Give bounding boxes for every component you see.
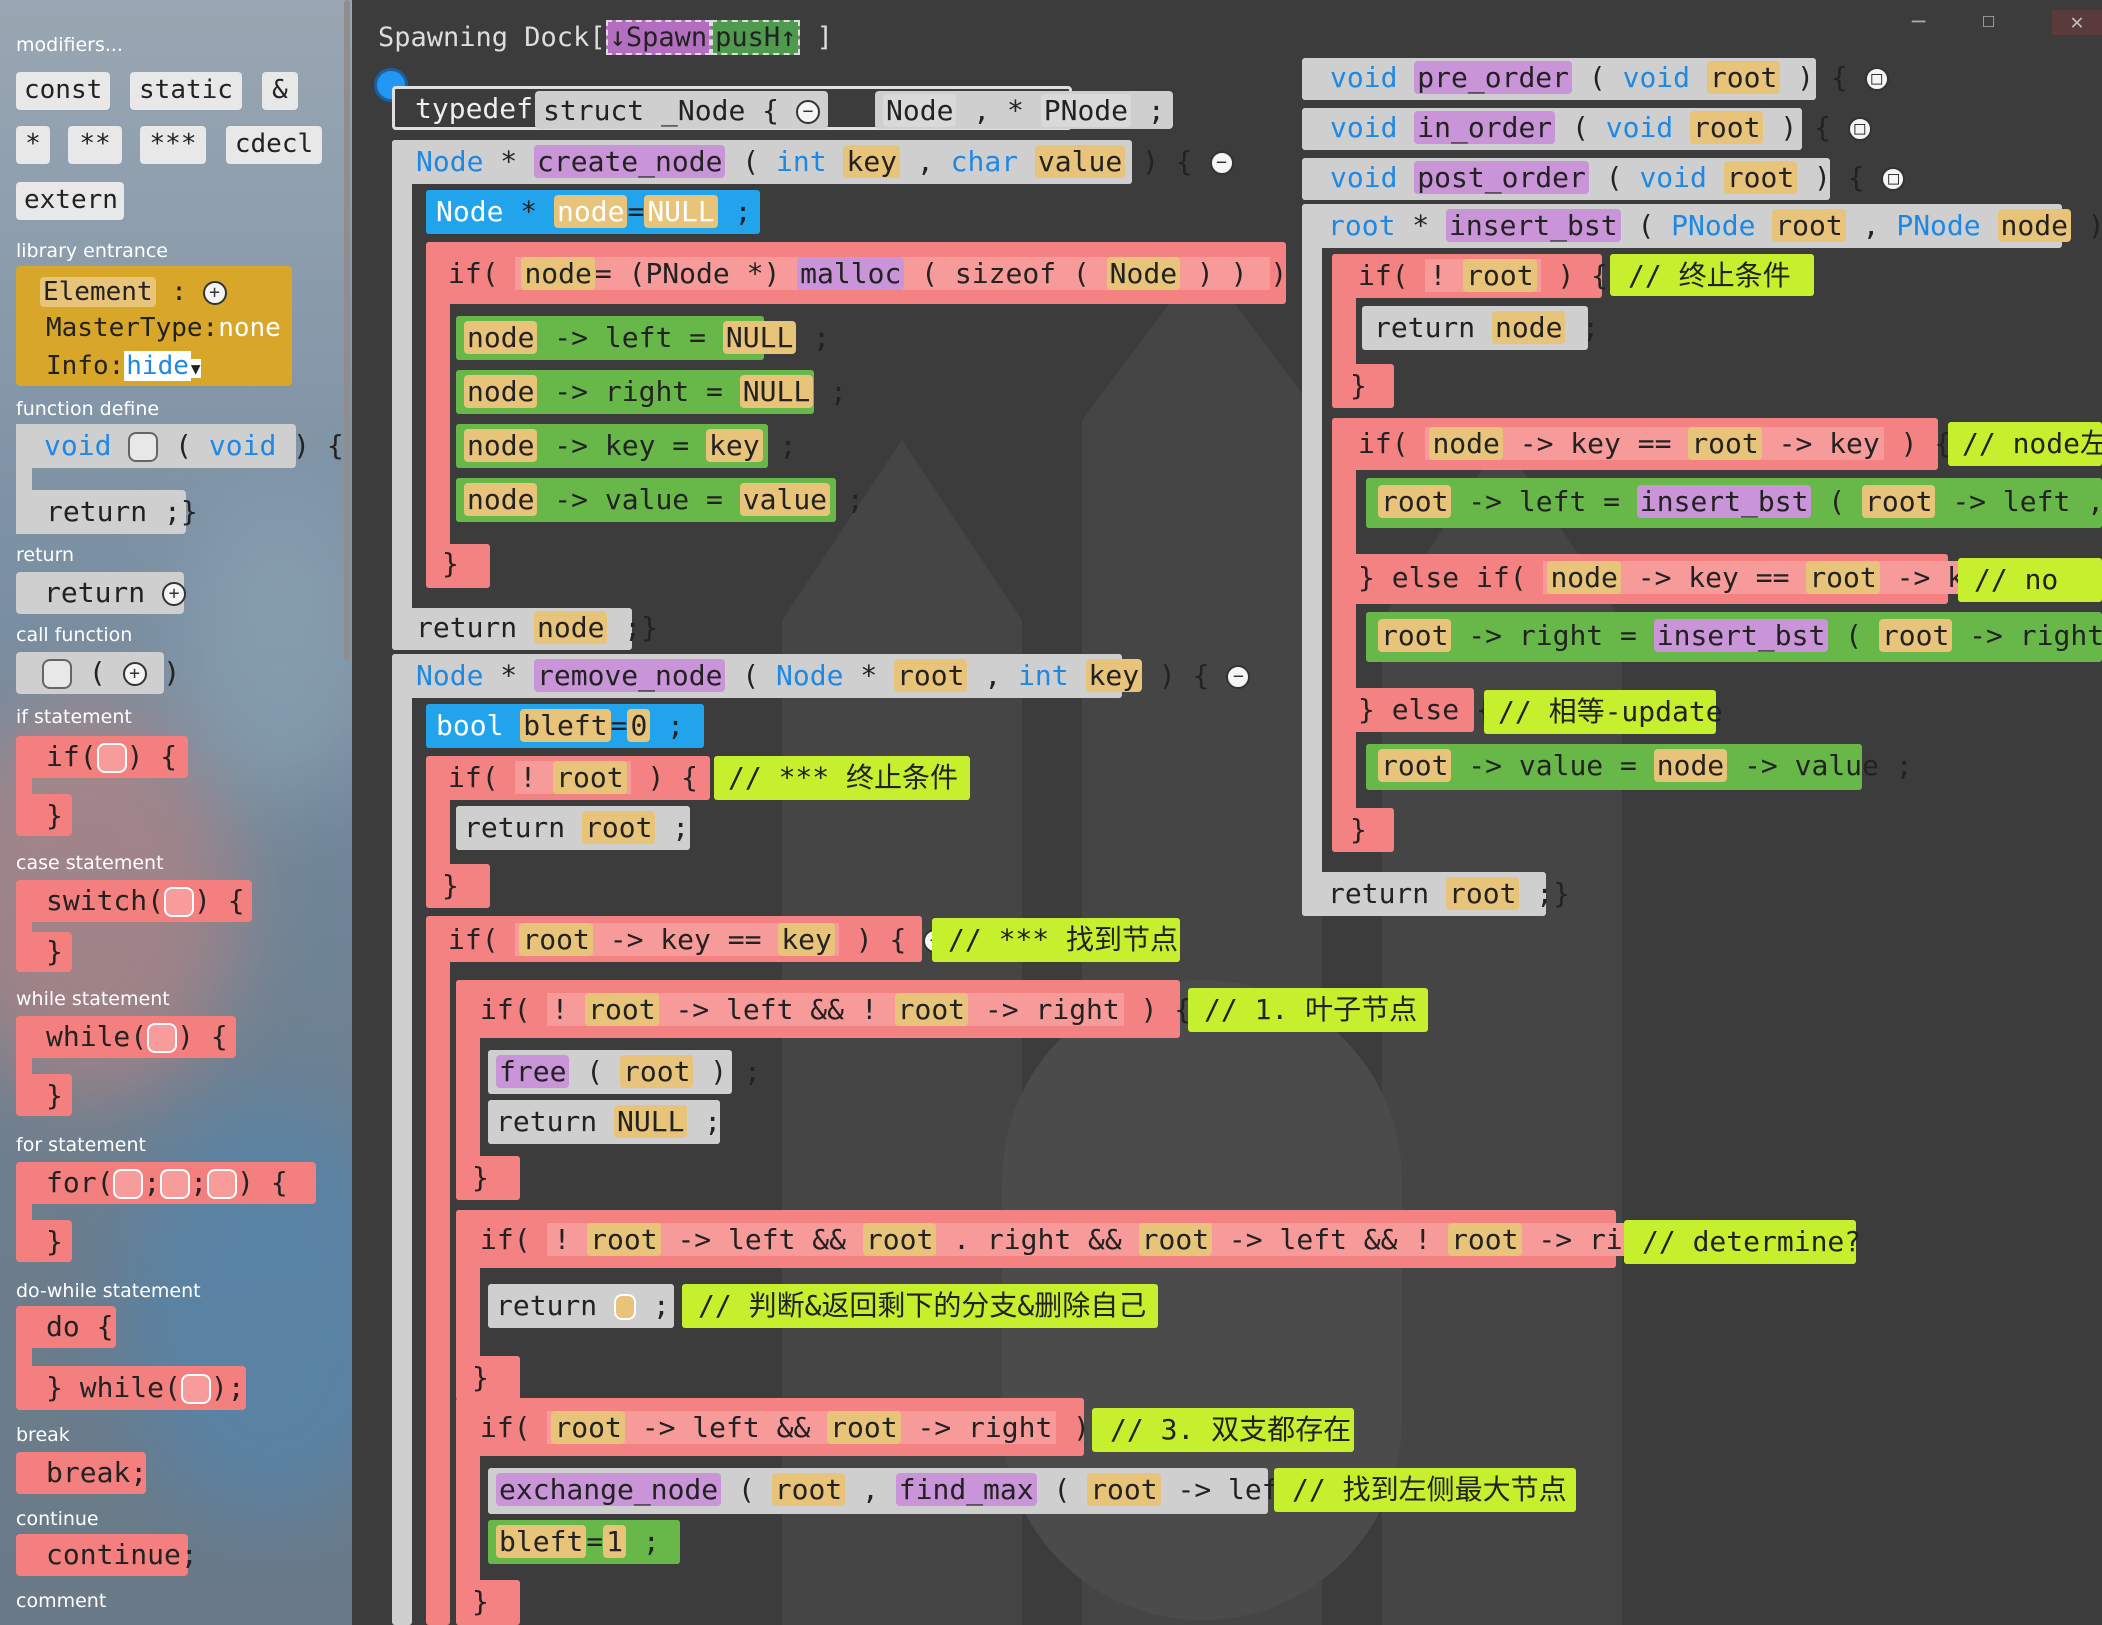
condition-slot[interactable] [147,1023,178,1053]
mastertype-label: MasterType: [46,313,219,343]
condition-slot[interactable] [164,887,195,917]
dock-label: Spawning Dock[ [378,22,606,53]
info-select[interactable]: hide [124,351,191,381]
condition-slot[interactable] [96,743,127,773]
mod-static[interactable]: static [130,72,242,110]
switch-block[interactable]: switch() { } [16,880,252,972]
expand-icon[interactable]: □ [1847,117,1872,141]
break-block[interactable]: break; [16,1452,147,1494]
call-function-block[interactable]: ( + ) [16,652,180,694]
condition-slot[interactable] [180,1374,211,1404]
chevron-down-icon[interactable]: ▼ [190,359,201,378]
dock-push-button[interactable]: pusH↑ [711,20,801,55]
dowhile-block[interactable]: do { } while(); [16,1306,246,1410]
maximize-button[interactable]: ☐ [1982,8,1996,33]
mastertype-value[interactable]: none [218,313,281,343]
case-title: case statement [16,852,164,874]
minimize-button[interactable]: ─ [1912,10,1926,35]
palette-scrollbar[interactable] [344,0,350,660]
while-block[interactable]: while() { } [16,1016,236,1116]
info-label: Info: [46,351,125,381]
step-slot[interactable] [207,1169,238,1199]
comment-block[interactable]: // *** 终止条件 [728,761,959,794]
insert-bst-function[interactable]: root * insert_bst ( PNode root , PNode n… [1302,204,2102,916]
name-slot[interactable] [128,432,159,462]
comment-block[interactable]: // no [1974,563,2059,596]
for-title: for statement [16,1134,146,1156]
function-define-block[interactable]: void ( void ) { return ;} [16,424,344,534]
condition-slot[interactable] [160,1169,191,1199]
comment-title: comment [16,1590,107,1612]
close-button[interactable]: ✕ [2052,10,2102,35]
call-function-title: call function [16,624,133,646]
code-workspace[interactable]: Spawning Dock[↓Spawn pusH↑ ] ─ ☐ ✕ typede… [352,0,2102,1625]
init-slot[interactable] [113,1169,144,1199]
minus-icon[interactable]: − [1209,151,1234,175]
while-title: while statement [16,988,170,1010]
dock-spawn-button[interactable]: ↓Spawn [605,20,712,55]
comment-block[interactable]: // 相等-update [1498,695,1723,728]
remove-node-function[interactable]: Node * remove_node ( Node * root , int k… [392,654,1861,1625]
dowhile-title: do-while statement [16,1280,201,1302]
mod-ref[interactable]: & [262,72,298,110]
comment-block[interactable]: // node左侧 [1962,427,2102,460]
mod-ptr3[interactable]: *** [140,126,206,164]
comment-block[interactable]: // 终止条件 [1628,259,1791,292]
return-block[interactable]: return + [16,572,187,614]
typedef-block[interactable]: typedef struct _Node { − Node , * PNode … [392,86,1173,130]
mod-cdecl[interactable]: cdecl [226,126,322,164]
mod-extern[interactable]: extern [16,182,124,220]
comment-block[interactable]: // *** 找到节点 [948,923,1179,956]
comment-block[interactable]: // 判断&返回剩下的分支&删除自己 [698,1289,1147,1322]
function-define-title: function define [16,398,160,420]
return-title: return [16,544,75,566]
minus-icon[interactable]: − [1226,665,1251,689]
comment-block[interactable]: // 1. 叶子节点 [1204,993,1418,1026]
mod-ptr2[interactable]: ** [68,126,122,164]
if-title: if statement [16,706,132,728]
if-block[interactable]: if() { } [16,736,188,836]
continue-block[interactable]: continue; [16,1534,198,1576]
block-palette[interactable]: modifiers... const static & * ** *** cde… [0,0,352,1625]
add-icon[interactable]: + [162,582,187,606]
library-entrance-block[interactable]: Element : + MasterType:none Info:hide ▼ [16,266,292,386]
break-title: break [16,1424,70,1446]
mod-const[interactable]: const [16,72,110,110]
library-title: library entrance [16,240,168,262]
create-node-function[interactable]: Node * create_node ( int key , char valu… [392,140,1362,650]
continue-title: continue [16,1508,99,1530]
element-label: Element [40,277,156,307]
modifiers-title: modifiers... [16,34,123,56]
value-slot[interactable] [614,1294,637,1320]
name-slot[interactable] [42,659,72,689]
add-icon[interactable]: + [202,280,227,305]
mod-ptr[interactable]: * [16,126,50,164]
comment-block[interactable]: // 找到左侧最大节点 [1292,1473,1567,1506]
minus-icon[interactable]: − [795,100,820,124]
comment-block[interactable]: // 3. 双支都存在 [1110,1413,1352,1446]
add-icon[interactable]: + [122,662,147,686]
for-block[interactable]: for(;;) { } [16,1162,316,1262]
expand-icon[interactable]: □ [1881,167,1906,191]
comment-block[interactable]: // determine? [1642,1225,1862,1258]
expand-icon[interactable]: □ [1864,67,1889,91]
